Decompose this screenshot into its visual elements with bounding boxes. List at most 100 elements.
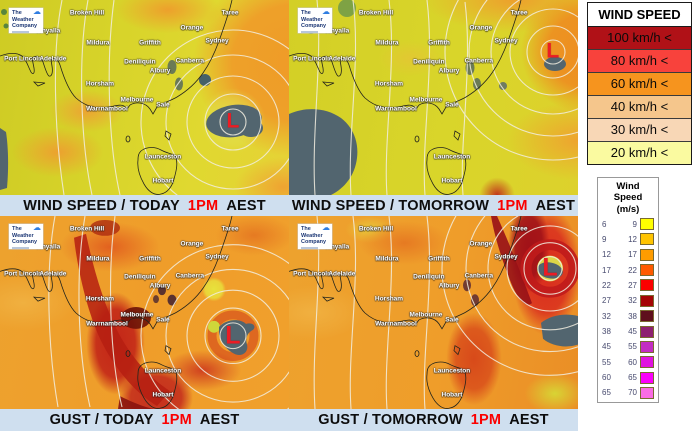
color-swatch	[640, 264, 654, 277]
city-label-deniliquin: Deniliquin	[413, 58, 445, 66]
city-label-mildura: Mildura	[375, 255, 399, 263]
city-label-albury: Albury	[438, 282, 460, 290]
caption-zone: AEST	[199, 412, 240, 428]
city-label-canberra: Canberra	[464, 57, 494, 65]
wind-speed-ms-legend: Wind Speed (m/s) 6 9 9 12 12 17 17 22 22 27 27 32 32…	[597, 177, 659, 403]
city-label-mildura: Mildura	[86, 255, 110, 263]
city-label-sale: Sale	[445, 101, 459, 109]
city-label-griffith: Griffith	[139, 255, 161, 263]
weather-company-logo: ☁ The Weather Company	[9, 8, 43, 33]
city-label-hobart: Hobart	[441, 177, 463, 185]
color-swatch	[640, 279, 654, 292]
legend-sidebar: WIND SPEED 100 km/h <80 km/h <60 km/h < 4…	[578, 0, 694, 431]
city-label-griffith: Griffith	[428, 255, 450, 263]
logo-line: Weather	[301, 232, 323, 239]
logo-line: The	[301, 10, 311, 16]
city-label-hobart: Hobart	[441, 391, 463, 399]
city-label-melbourne: Melbourne	[120, 311, 154, 319]
city-label-sydney: Sydney	[205, 37, 229, 45]
logo-line: Weather	[12, 16, 34, 23]
coastline	[289, 216, 522, 409]
ms-title-line: Wind	[616, 181, 640, 192]
city-label-whyalla: Whyalla	[35, 243, 61, 251]
ms-legend-title: Wind Speed (m/s)	[598, 178, 658, 215]
city-label-adelaide: Adelaide	[39, 270, 67, 278]
city-label-adelaide: Adelaide	[328, 55, 356, 63]
map-overlay	[0, 0, 289, 195]
city-label-orange: Orange	[469, 24, 493, 32]
city-label-taree: Taree	[221, 9, 239, 17]
ms-title-line: Speed	[613, 192, 643, 204]
logo-line: The	[12, 226, 22, 232]
logo-subline	[301, 30, 318, 33]
cloud-icon: ☁	[322, 223, 330, 232]
kmh-legend-title: WIND SPEED	[588, 3, 691, 27]
map-overlay	[289, 0, 578, 195]
low-pressure-marker: L	[225, 320, 241, 349]
weather-company-logo: ☁ The Weather Company	[298, 8, 332, 33]
caption-title: GUST / TOMORROW	[318, 412, 463, 428]
city-label-albury: Albury	[438, 67, 460, 75]
ms-legend-row: 55 60	[598, 356, 658, 369]
city-label-griffith: Griffith	[428, 39, 450, 47]
logo-line: Company	[12, 239, 38, 246]
color-swatch	[640, 294, 654, 307]
city-labels: Broken Hill Whyalla Port Lincoln Adelaide Mi…	[289, 216, 578, 409]
city-label-taree: Taree	[510, 225, 528, 233]
kmh-legend-row: 60 km/h <	[588, 72, 691, 95]
ms-legend-row: 45 55	[598, 340, 658, 353]
caption-time: 1PM	[470, 412, 502, 428]
city-label-melbourne: Melbourne	[120, 96, 154, 104]
map-wind-speed-tomorrow: Broken Hill Whyalla Port Lincoln Adelaide Mi…	[289, 0, 578, 195]
weather-company-logo: ☁ The Weather Company	[9, 224, 43, 249]
map-wind-speed-today: Broken Hill Whyalla Port Lincoln Adelaide Mi…	[0, 0, 289, 195]
caption-title: WIND SPEED / TOMORROW	[291, 197, 490, 214]
map-grid: Broken Hill Whyalla Port Lincoln Adelaide Mi…	[0, 0, 578, 431]
city-label-deniliquin: Deniliquin	[413, 273, 445, 281]
color-swatch	[640, 218, 654, 230]
logo-line: The	[301, 226, 311, 232]
city-label-adelaide: Adelaide	[39, 55, 67, 63]
city-label-broken-hill: Broken Hill	[69, 225, 105, 233]
ms-legend-rows: 6 9 9 12 12 17 17 22 22 27 27 32 32 38 38 45 45 55 55 60 60 6…	[598, 218, 658, 399]
city-label-port-lincoln: Port Lincoln	[293, 55, 332, 63]
caption-wind-speed-tomorrow: WIND SPEED / TOMORROW 1PM AEST	[289, 195, 578, 216]
city-labels: Broken Hill Whyalla Port Lincoln Adelaide Mi…	[0, 0, 289, 195]
city-label-mildura: Mildura	[86, 39, 110, 47]
ms-legend-row: 65 70	[598, 386, 658, 399]
caption-wind-speed-today: WIND SPEED / TODAY 1PM AEST	[0, 195, 289, 216]
city-label-taree: Taree	[221, 225, 239, 233]
map-overlay	[0, 216, 289, 409]
color-swatch	[640, 356, 654, 369]
ms-legend-row: 32 38	[598, 310, 658, 323]
kmh-legend-row: 80 km/h <	[588, 49, 691, 72]
city-label-port-lincoln: Port Lincoln	[293, 270, 332, 278]
city-label-whyalla: Whyalla	[35, 27, 61, 35]
city-label-adelaide: Adelaide	[328, 270, 356, 278]
city-label-melbourne: Melbourne	[409, 311, 443, 319]
city-label-hobart: Hobart	[152, 177, 174, 185]
kmh-legend-row: 100 km/h <	[588, 27, 691, 49]
city-label-taree: Taree	[510, 9, 528, 17]
color-swatch	[640, 386, 654, 399]
city-label-horsham: Horsham	[85, 295, 115, 303]
city-labels: Broken Hill Whyalla Port Lincoln Adelaide Mi…	[289, 0, 578, 195]
logo-subline	[301, 246, 318, 249]
logo-line: The	[12, 10, 22, 16]
city-label-sydney: Sydney	[494, 253, 518, 261]
city-label-horsham: Horsham	[374, 295, 404, 303]
city-label-launceston: Launceston	[144, 367, 182, 375]
coastline	[289, 0, 522, 195]
city-label-melbourne: Melbourne	[409, 96, 443, 104]
logo-line: Company	[301, 23, 327, 30]
kmh-legend-row: 30 km/h <	[588, 118, 691, 141]
city-label-canberra: Canberra	[464, 272, 494, 280]
isobars	[313, 216, 578, 409]
color-swatch	[640, 340, 654, 353]
city-label-orange: Orange	[469, 240, 493, 248]
city-label-griffith: Griffith	[139, 39, 161, 47]
ms-legend-row: 60 65	[598, 371, 658, 384]
city-label-warrnambool: Warrnambool	[86, 105, 128, 113]
